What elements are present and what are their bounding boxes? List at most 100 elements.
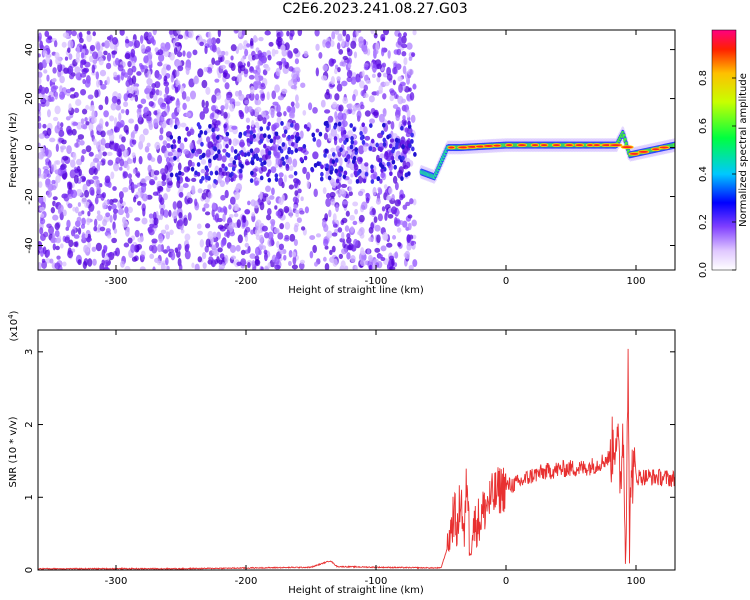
spectrogram-cell [287,50,293,58]
spectrogram-cell [288,184,294,190]
spectrogram-cell [249,148,254,154]
spectrogram-cell [380,168,384,173]
spectrogram-cell [73,91,79,98]
spectrogram-cell [208,31,212,40]
spectrogram-cell [373,32,378,39]
spectrogram-cell [334,111,338,120]
spectrogram-cell [185,96,191,102]
spectrogram-cell [158,233,163,240]
spectrogram-cell [171,211,178,220]
spectrogram-cell [294,122,300,131]
spectrogram-cell [381,37,385,42]
spectrogram-cell [408,264,414,270]
spectrogram-cell [368,146,373,151]
spectrogram-cell [215,135,220,140]
spectrogram-cell [249,37,254,47]
spectrogram-y-tick-label: 0 [24,144,35,150]
spectrogram-cell [149,253,155,260]
spectrogram-cell [187,159,193,167]
spectrogram-cell [392,175,398,184]
spectrogram-cell [88,179,95,185]
spectrogram-cell [120,260,125,268]
spectrogram-cell [166,265,170,270]
spectrogram-cell [164,85,170,95]
spectrogram-cell [302,166,307,175]
snr-y-tick-label: 3 [24,349,35,355]
spectrogram-cell [274,84,280,93]
spectrogram-cell [151,244,158,254]
spectrogram-cell [38,77,42,85]
spectrogram-cell [381,206,386,212]
spectrogram-cell [71,128,77,136]
spectrogram-cell [271,187,275,196]
spectrogram-cell [290,149,294,155]
spectrogram-cell [106,151,113,156]
spectrogram-cell [62,261,67,267]
spectrogram-cell [96,141,101,150]
spectrogram-cell [52,67,57,74]
spectrogram-cell [244,100,250,105]
spectrogram-cell [238,168,243,174]
spectrogram-cell [168,162,172,169]
spectrogram-cell [406,234,412,244]
spectrogram-cell [116,98,121,106]
spectrogram-cell [53,40,58,48]
spectrogram-cell [323,238,329,247]
spectrogram-cell [391,193,395,201]
spectrogram-cell [67,47,71,53]
spectrogram-cell [350,226,355,233]
spectrogram-cell [221,155,227,163]
spectrogram-cell [163,193,168,201]
spectrogram-cell [211,131,216,140]
spectrogram-cell [47,183,54,192]
spectrogram-cell [382,30,390,36]
spectrogram-cell [60,146,64,153]
spectrogram-cell [412,198,417,206]
spectrogram-cell [217,224,224,230]
spectrogram-cell [350,173,354,178]
spectrogram-cell [229,98,236,106]
spectrogram-cell [377,158,382,163]
spectrogram-cell [178,191,184,198]
spectrogram-peak [482,144,495,148]
spectrogram-peak [516,143,528,147]
spectrogram-cell [46,109,51,118]
spectrogram-cell [402,220,408,228]
spectrogram-cell [350,136,354,141]
spectrogram-cell [42,246,47,255]
spectrogram-cell [176,51,183,58]
spectrogram-cell [181,90,187,100]
spectrogram-cell [89,105,94,112]
spectrogram-cell [262,133,267,139]
spectrogram-cell [40,86,46,95]
spectrogram-cell [267,134,272,140]
spectrogram-cell [230,55,234,61]
spectrogram-cell [68,103,72,111]
spectrogram-cell [59,91,65,100]
spectrogram-cell [91,64,95,74]
spectrogram-cell [295,178,300,184]
spectrogram-cell [288,165,294,172]
spectrogram-cell [321,219,327,229]
spectrogram-cell [74,107,80,113]
spectrogram-cell [190,166,195,172]
spectrogram-cell [67,249,74,259]
spectrogram-cell [378,85,383,94]
spectrogram-cell [125,212,130,219]
spectrogram-cell [327,175,332,181]
spectrogram-cell [402,160,407,170]
spectrogram-cell [262,117,267,125]
spectrogram-cell [226,94,232,101]
spectrogram-cell [217,30,221,38]
spectrogram-cell [392,67,397,75]
spectrogram-cell [350,254,356,263]
spectrogram-cell [314,261,319,267]
spectrogram-cell [254,107,259,117]
spectrogram-cell [39,44,45,50]
spectrogram-cell [86,237,93,242]
spectrogram-cell [402,204,408,210]
spectrogram-cell [38,181,43,188]
spectrogram-cell [394,144,399,150]
spectrogram-cell [208,123,212,129]
